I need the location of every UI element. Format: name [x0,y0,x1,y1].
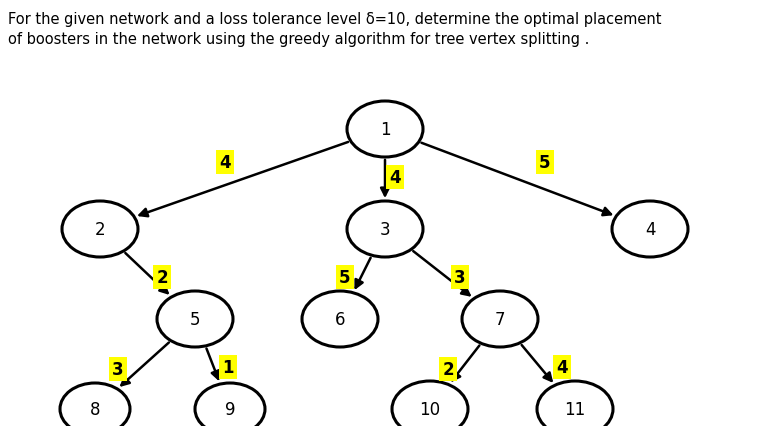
Ellipse shape [392,381,468,426]
Ellipse shape [347,102,423,158]
Ellipse shape [157,291,233,347]
Text: 7: 7 [495,310,505,328]
Text: 10: 10 [419,400,441,418]
Text: 3: 3 [112,360,124,378]
Text: of boosters in the network using the greedy algorithm for tree vertex splitting : of boosters in the network using the gre… [8,32,589,47]
Text: 5: 5 [540,154,550,172]
Text: 2: 2 [442,360,454,378]
Text: 2: 2 [156,268,168,286]
Text: 5: 5 [190,310,200,328]
Text: 4: 4 [645,221,655,239]
Ellipse shape [60,383,130,426]
Ellipse shape [195,383,265,426]
Ellipse shape [347,201,423,257]
Text: 6: 6 [335,310,345,328]
Ellipse shape [537,381,613,426]
Text: For the given network and a loss tolerance level δ=10, determine the optimal pla: For the given network and a loss toleran… [8,12,662,27]
Text: 4: 4 [556,358,568,376]
Text: 9: 9 [225,400,235,418]
Ellipse shape [462,291,538,347]
Text: 2: 2 [95,221,105,239]
Ellipse shape [302,291,378,347]
Ellipse shape [612,201,688,257]
Ellipse shape [62,201,138,257]
Text: 1: 1 [222,358,234,376]
Text: 1: 1 [380,121,391,139]
Text: 3: 3 [380,221,391,239]
Text: 4: 4 [219,154,231,172]
Text: 3: 3 [454,268,466,286]
Text: 4: 4 [389,169,401,187]
Text: 5: 5 [339,268,350,286]
Text: 8: 8 [90,400,100,418]
Text: 11: 11 [564,400,586,418]
